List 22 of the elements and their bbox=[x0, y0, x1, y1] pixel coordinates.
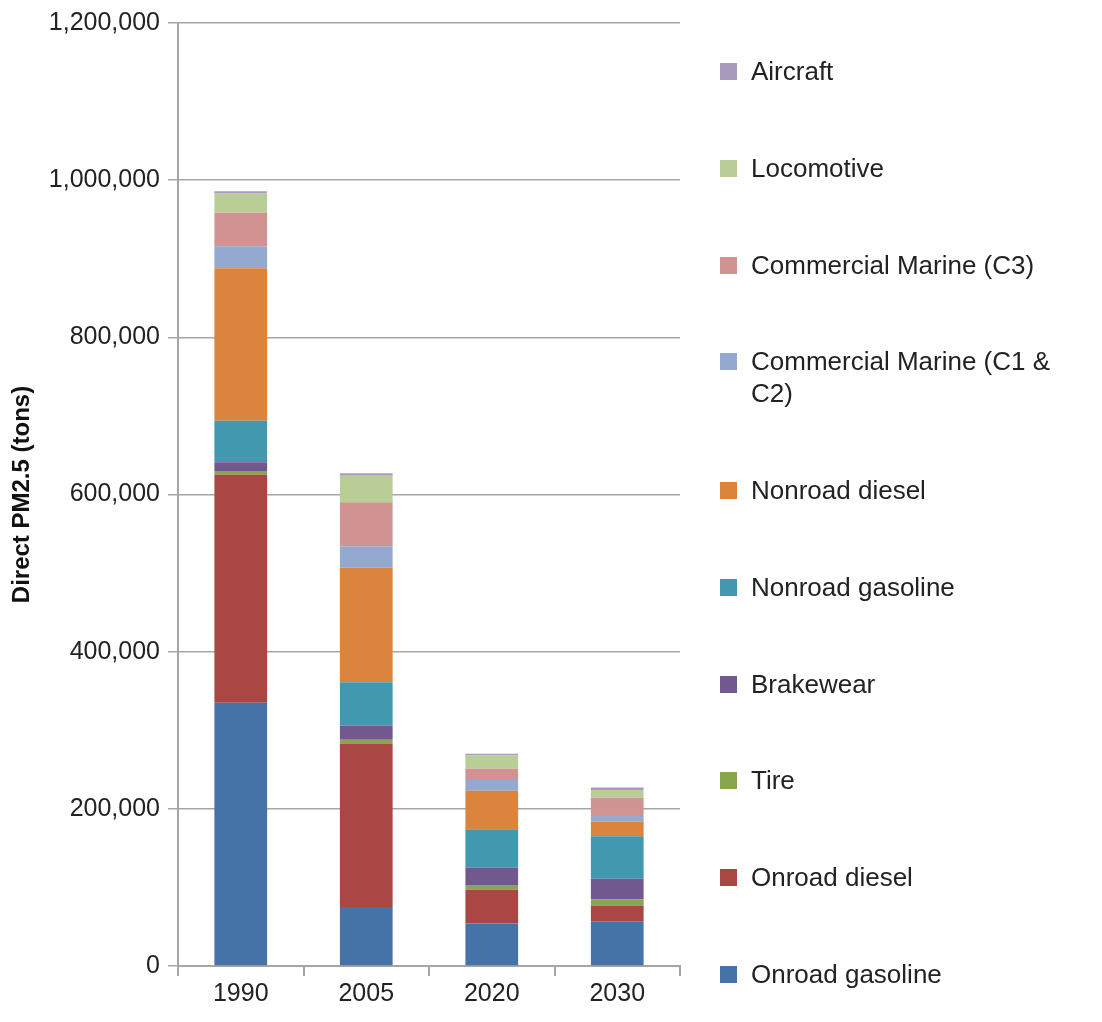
y-tick-label: 200,000 bbox=[69, 792, 161, 821]
x-tick-label: 2020 bbox=[463, 977, 520, 1006]
y-tick-label: 0 bbox=[146, 949, 161, 978]
y-tick-label: 1,000,000 bbox=[48, 164, 161, 193]
y-axis-title: Direct PM2.5 (tons) bbox=[7, 385, 35, 604]
legend-label: Locomotive bbox=[751, 151, 884, 184]
legend-label: Onroad diesel bbox=[751, 861, 913, 894]
legend-label: Nonroad diesel bbox=[751, 474, 926, 507]
legend-label: Commercial Marine (C3) bbox=[751, 248, 1035, 281]
y-tick-label: 1,200,000 bbox=[48, 6, 161, 35]
y-tick-label: 800,000 bbox=[69, 321, 161, 350]
legend-label: Commercial Marine (C1 & C2) bbox=[751, 345, 1052, 410]
x-tick-label: 2030 bbox=[589, 977, 646, 1006]
legend-label: Nonroad gasoline bbox=[751, 570, 955, 603]
y-tick-label: 400,000 bbox=[69, 635, 161, 664]
legend-label: Onroad gasoline bbox=[751, 957, 942, 990]
legend-label: Aircraft bbox=[751, 55, 834, 87]
y-tick-label: 600,000 bbox=[69, 478, 161, 507]
legend-label: Brakewear bbox=[751, 667, 876, 700]
x-tick-label: 2005 bbox=[338, 977, 395, 1006]
x-tick-label: 1990 bbox=[212, 977, 269, 1006]
legend-label: Tire bbox=[751, 764, 795, 797]
